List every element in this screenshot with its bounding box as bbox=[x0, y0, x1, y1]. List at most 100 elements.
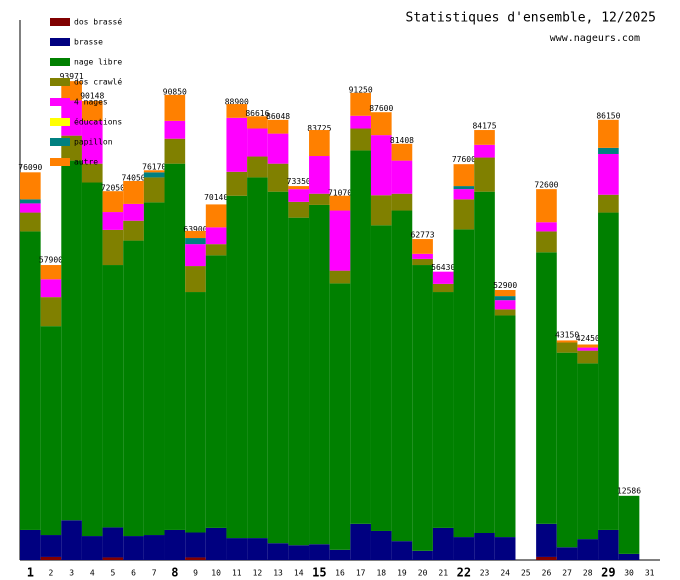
bar-segment bbox=[309, 130, 330, 157]
bar-segment bbox=[288, 545, 310, 560]
total-label: 72050 bbox=[101, 183, 125, 192]
x-tick-label: 5 bbox=[110, 569, 115, 578]
bar-segment bbox=[102, 265, 124, 528]
bar-segment bbox=[474, 144, 495, 158]
bar-segment bbox=[412, 265, 433, 551]
bar-segment bbox=[81, 536, 103, 560]
bar-segment bbox=[556, 340, 578, 343]
x-tick-label: 29 bbox=[601, 566, 615, 580]
chart-title: Statistiques d'ensemble, 12/2025 bbox=[406, 11, 656, 26]
bar-segment bbox=[453, 189, 475, 200]
bar-segment bbox=[474, 191, 495, 533]
bar-segment bbox=[185, 532, 206, 558]
total-label: 62773 bbox=[411, 231, 435, 240]
bar-segment bbox=[309, 204, 330, 545]
bar-segment bbox=[618, 495, 640, 554]
total-label: 56430 bbox=[431, 263, 455, 272]
bar-segment bbox=[494, 537, 516, 560]
bar-segment bbox=[391, 210, 413, 542]
bar-segment bbox=[247, 177, 268, 539]
bar-segment bbox=[185, 230, 206, 239]
bar-segment bbox=[598, 119, 619, 148]
bar-segment bbox=[123, 180, 144, 204]
x-tick-label: 25 bbox=[521, 569, 531, 578]
bar-segment bbox=[598, 194, 619, 213]
bar-segment bbox=[577, 539, 599, 560]
total-label: 73350 bbox=[287, 177, 311, 186]
bar-segment bbox=[185, 292, 206, 533]
bar-segment bbox=[598, 212, 619, 530]
x-tick-label: 21 bbox=[438, 569, 448, 578]
bar-segment bbox=[350, 150, 371, 524]
bar-segment bbox=[391, 160, 413, 194]
bar-segment bbox=[288, 186, 310, 190]
bar-segment bbox=[453, 199, 475, 230]
bar-segment bbox=[350, 92, 371, 116]
x-tick-label: 2 bbox=[49, 569, 54, 578]
bar-segment bbox=[577, 344, 599, 348]
bar-segment bbox=[226, 195, 248, 539]
total-label: 72600 bbox=[534, 181, 558, 190]
bar-segment bbox=[370, 530, 392, 560]
bar-segment bbox=[81, 163, 103, 183]
bar-segment bbox=[40, 297, 62, 327]
legend-label: 4 nages bbox=[74, 98, 108, 107]
bar-segment bbox=[350, 523, 371, 560]
x-tick-label: 4 bbox=[90, 569, 95, 578]
bar-segment bbox=[453, 164, 475, 187]
total-label: 70140 bbox=[204, 193, 228, 202]
bar-segment bbox=[453, 186, 475, 190]
bar-segment bbox=[81, 101, 103, 121]
bar-segment bbox=[164, 163, 186, 530]
bar-segment bbox=[164, 94, 186, 121]
legend-label: brasse bbox=[74, 38, 103, 47]
bar-segment bbox=[164, 138, 186, 164]
bar-segment bbox=[329, 283, 351, 550]
bar-segment bbox=[370, 135, 392, 196]
bar-segment bbox=[556, 547, 578, 560]
bar-segment bbox=[412, 550, 433, 560]
bar-segment bbox=[432, 271, 454, 284]
bar-segment bbox=[598, 153, 619, 195]
bar-segment bbox=[267, 133, 289, 164]
bar-segment bbox=[205, 244, 227, 256]
total-label: 52900 bbox=[493, 281, 517, 290]
bar-segment bbox=[370, 112, 392, 136]
x-tick-label: 17 bbox=[356, 569, 366, 578]
x-tick-label: 13 bbox=[273, 569, 283, 578]
bar-segment bbox=[474, 157, 495, 192]
bar-segment bbox=[81, 182, 103, 537]
total-label: 76090 bbox=[18, 163, 42, 172]
legend-label: autre bbox=[74, 158, 98, 167]
bar-segment bbox=[102, 191, 124, 213]
bar-segment bbox=[288, 201, 310, 218]
legend-label: éducations bbox=[74, 117, 122, 127]
bar-segment bbox=[205, 204, 227, 228]
bar-segment bbox=[267, 119, 289, 134]
bar-segment bbox=[474, 533, 495, 560]
bar-segment bbox=[556, 352, 578, 548]
legend-swatch bbox=[50, 18, 70, 26]
bar-segment bbox=[432, 292, 454, 528]
x-tick-label: 1 bbox=[27, 566, 34, 580]
bar-segment bbox=[143, 172, 165, 178]
x-tick-label: 26 bbox=[542, 569, 552, 578]
total-label: 93971 bbox=[60, 72, 84, 81]
bar-segment bbox=[536, 222, 557, 232]
x-tick-label: 15 bbox=[312, 566, 326, 580]
legend-swatch bbox=[50, 118, 70, 126]
x-tick-label: 7 bbox=[152, 569, 157, 578]
bar-segment bbox=[391, 193, 413, 211]
bar-segment bbox=[81, 120, 103, 164]
total-label: 12586 bbox=[617, 486, 641, 495]
bar-segment bbox=[61, 100, 82, 136]
bar-segment bbox=[247, 116, 268, 129]
bar-segment bbox=[205, 227, 227, 245]
bar-segment bbox=[432, 527, 454, 560]
total-label: 84175 bbox=[472, 122, 496, 131]
bar-segment bbox=[123, 220, 144, 241]
bar-segment bbox=[267, 191, 289, 544]
x-tick-label: 19 bbox=[397, 569, 407, 578]
bar-segment bbox=[20, 203, 41, 213]
